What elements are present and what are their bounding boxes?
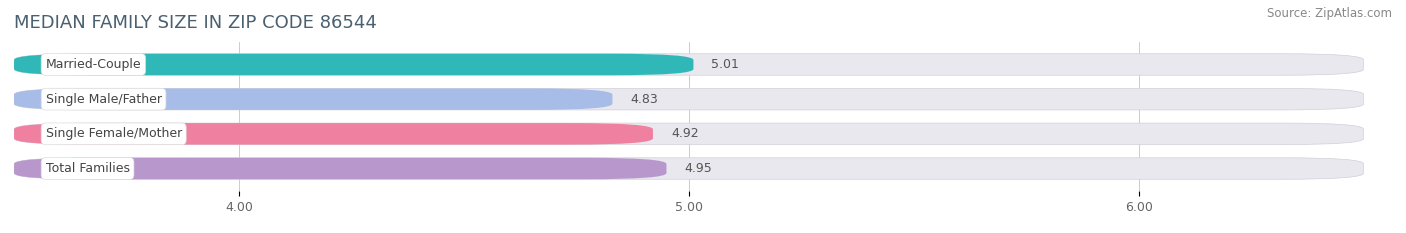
FancyBboxPatch shape [14,123,652,145]
Text: 5.01: 5.01 [711,58,740,71]
FancyBboxPatch shape [14,158,666,179]
Text: 4.92: 4.92 [671,127,699,140]
Text: MEDIAN FAMILY SIZE IN ZIP CODE 86544: MEDIAN FAMILY SIZE IN ZIP CODE 86544 [14,14,377,32]
Text: Total Families: Total Families [45,162,129,175]
FancyBboxPatch shape [14,88,613,110]
Text: Single Female/Mother: Single Female/Mother [45,127,181,140]
FancyBboxPatch shape [14,54,1364,75]
FancyBboxPatch shape [14,123,1364,145]
Text: Married-Couple: Married-Couple [45,58,141,71]
FancyBboxPatch shape [14,158,1364,179]
Text: 4.83: 4.83 [630,93,658,106]
Text: Single Male/Father: Single Male/Father [45,93,162,106]
Text: Source: ZipAtlas.com: Source: ZipAtlas.com [1267,7,1392,20]
Text: 4.95: 4.95 [685,162,713,175]
FancyBboxPatch shape [14,88,1364,110]
FancyBboxPatch shape [14,54,693,75]
